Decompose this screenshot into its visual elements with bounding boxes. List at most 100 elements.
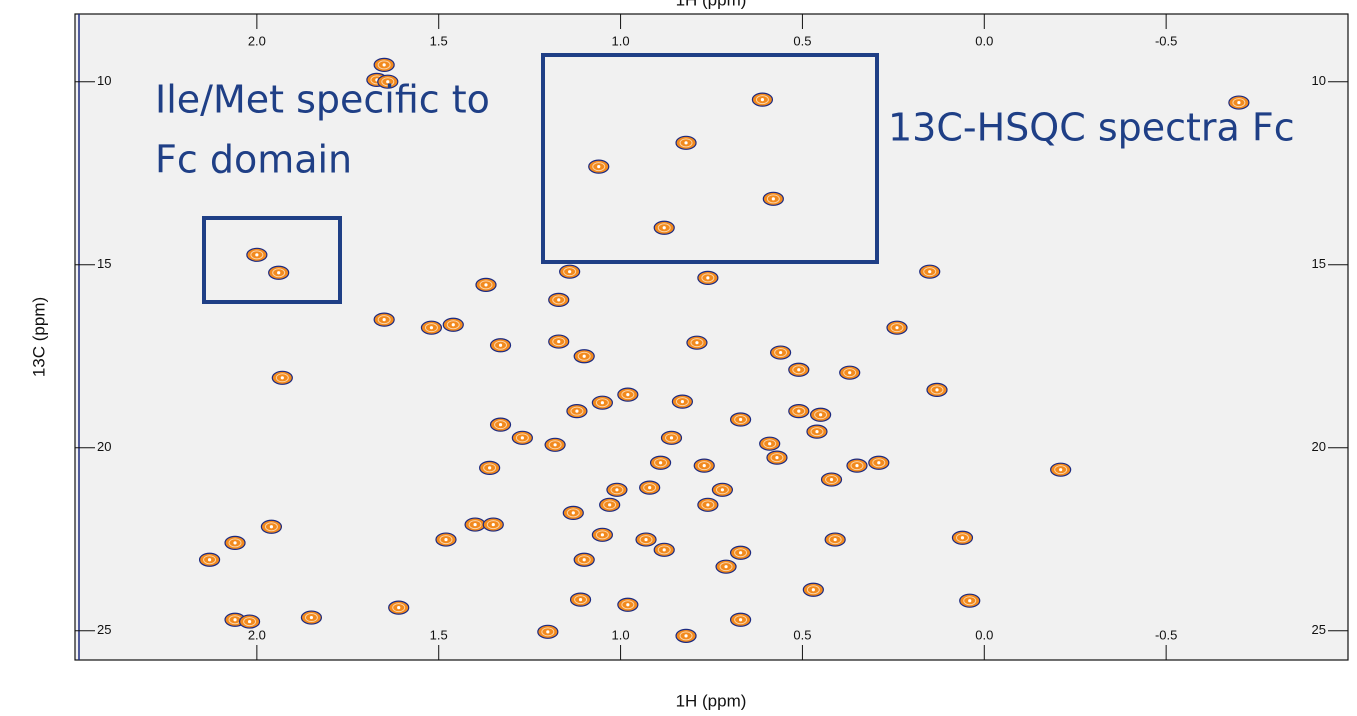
peak bbox=[617, 387, 639, 402]
peak bbox=[788, 362, 810, 377]
peak-contour bbox=[272, 268, 286, 278]
peak-center bbox=[498, 343, 503, 347]
peak-center bbox=[738, 417, 743, 422]
peak bbox=[693, 458, 715, 473]
x-tick-label: 0.5 bbox=[793, 627, 811, 642]
peak bbox=[569, 592, 592, 607]
peak-center bbox=[684, 634, 688, 638]
peak-contour bbox=[679, 631, 693, 641]
peak-center bbox=[578, 598, 583, 602]
peak-contour bbox=[654, 458, 668, 468]
peak-contour bbox=[955, 533, 969, 543]
peak-contour bbox=[392, 603, 406, 613]
peak bbox=[639, 480, 661, 495]
peak-contour bbox=[657, 223, 671, 233]
peak-contour bbox=[792, 365, 806, 375]
peak-contour bbox=[610, 485, 624, 495]
peak-center bbox=[680, 400, 685, 404]
peak bbox=[919, 264, 941, 279]
peak-contour bbox=[664, 433, 678, 443]
peak-contour bbox=[621, 600, 635, 610]
peak bbox=[715, 559, 737, 574]
peak bbox=[959, 593, 981, 608]
peak-center bbox=[706, 276, 710, 280]
peak-contour bbox=[381, 77, 395, 87]
peak bbox=[420, 320, 443, 335]
y-tick-label: 15 bbox=[1312, 256, 1326, 271]
peak-center bbox=[702, 464, 706, 468]
peak-contour bbox=[701, 500, 715, 510]
x-tick-label: 0.0 bbox=[975, 627, 993, 642]
peak-center bbox=[811, 588, 815, 592]
peak-contour bbox=[715, 485, 729, 495]
peak-center bbox=[779, 350, 783, 355]
peak-contour bbox=[304, 613, 318, 623]
peak bbox=[686, 335, 708, 350]
peak-contour bbox=[552, 295, 566, 305]
peak-center bbox=[877, 461, 881, 465]
y-axis-title: 13C (ppm) bbox=[29, 297, 48, 377]
x-tick-label: 0.5 bbox=[793, 33, 811, 48]
peak bbox=[839, 365, 861, 380]
peak-center bbox=[895, 326, 899, 330]
peak-contour bbox=[734, 548, 748, 558]
peak bbox=[649, 455, 672, 470]
peak bbox=[442, 317, 464, 332]
peak-contour bbox=[228, 538, 242, 548]
peak-contour bbox=[890, 323, 904, 333]
peak-contour bbox=[446, 320, 460, 330]
peak-center bbox=[473, 522, 477, 527]
peak bbox=[271, 370, 293, 385]
peak-contour bbox=[763, 439, 777, 449]
peak bbox=[675, 628, 697, 643]
peak bbox=[1228, 95, 1250, 110]
peak-center bbox=[608, 503, 612, 507]
peak-contour bbox=[621, 390, 635, 400]
peak-center bbox=[684, 141, 688, 145]
peak-contour bbox=[850, 461, 864, 471]
x-tick-label: 1.5 bbox=[430, 33, 448, 48]
peak-contour bbox=[872, 458, 886, 468]
peak bbox=[246, 247, 268, 262]
peak bbox=[671, 394, 694, 409]
peak-contour bbox=[574, 595, 588, 605]
peak bbox=[653, 542, 675, 557]
y-tick-label: 10 bbox=[1312, 73, 1326, 88]
peak-center bbox=[557, 298, 561, 302]
y-tick-label: 10 bbox=[97, 73, 111, 88]
peak-center bbox=[829, 477, 834, 482]
peak bbox=[759, 436, 781, 451]
peak-contour bbox=[479, 280, 493, 290]
plot-area bbox=[74, 13, 1349, 661]
y-tick-label: 25 bbox=[97, 622, 111, 637]
peak-center bbox=[928, 270, 932, 274]
peak-center bbox=[498, 423, 503, 427]
peak-contour bbox=[548, 440, 562, 450]
peak bbox=[697, 270, 719, 285]
peak bbox=[635, 532, 657, 547]
peak-contour bbox=[577, 351, 591, 361]
peak-center bbox=[233, 618, 237, 622]
peak-center bbox=[960, 536, 965, 540]
peak-center bbox=[488, 466, 492, 470]
peak bbox=[373, 57, 395, 72]
peak-center bbox=[397, 606, 401, 610]
peak bbox=[824, 532, 846, 547]
peak-center bbox=[600, 401, 604, 405]
peak-contour bbox=[494, 420, 508, 430]
peak-contour bbox=[675, 397, 689, 407]
peak-center bbox=[1059, 468, 1063, 472]
peak-contour bbox=[468, 520, 482, 530]
peak-contour bbox=[814, 410, 828, 420]
peak-contour bbox=[828, 535, 842, 545]
peak-contour bbox=[657, 545, 671, 555]
peak-center bbox=[277, 271, 281, 275]
peak-center bbox=[1237, 100, 1241, 105]
peak-contour bbox=[810, 427, 824, 437]
peak-contour bbox=[563, 267, 577, 277]
peak bbox=[479, 460, 501, 475]
y-tick-label: 20 bbox=[97, 439, 111, 454]
peak-contour bbox=[577, 555, 591, 565]
peak bbox=[806, 424, 828, 439]
peak-contour bbox=[719, 562, 733, 572]
